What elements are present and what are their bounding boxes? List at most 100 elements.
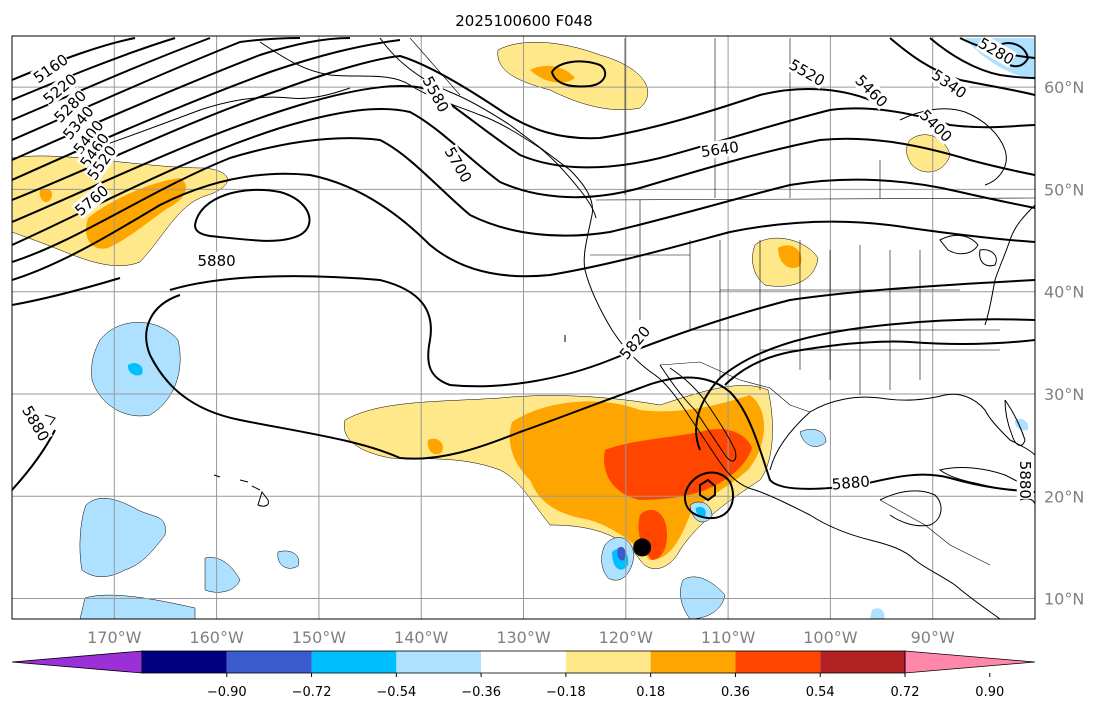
negative-area-blue [127, 363, 143, 376]
colorbar-tick-label: −0.90 [207, 685, 247, 700]
contour-low-ring-inner [699, 478, 716, 502]
contour-5820-south [695, 318, 1035, 451]
colorbar-tick-label: −0.54 [376, 685, 416, 700]
positive-area-redorange [604, 428, 752, 500]
contour-5280 [12, 37, 211, 121]
border-central-america [879, 499, 991, 566]
negative-area-lightblue [204, 557, 241, 593]
contour-5760 [12, 172, 1035, 281]
storm-center-marker [633, 538, 652, 557]
negative-area-lightblue [277, 550, 300, 569]
contour-label-background [441, 143, 476, 186]
lon-tick-label: 150°W [292, 628, 347, 647]
colorbar-swatch [226, 651, 312, 673]
positive-area-orange [39, 188, 53, 203]
positive-area-orange [427, 438, 443, 455]
contour-label-background [50, 86, 90, 126]
colorbar-tick-label: −0.18 [546, 685, 586, 700]
coastline-aleutians [89, 87, 351, 151]
contour-5520 [12, 54, 871, 201]
lon-tick-label: 120°W [599, 628, 654, 647]
colorbar-extend-high [904, 650, 1036, 674]
border-canada-provinces [624, 38, 881, 198]
colorbar-tick-label: −0.36 [461, 685, 501, 700]
colorbar-frame [141, 650, 906, 674]
contour-label: 5880 [1016, 461, 1034, 499]
lon-tick-label: 90°W [911, 628, 955, 647]
negative-area-lightblue [1014, 418, 1029, 431]
contour-label-background [59, 102, 97, 143]
border-us-mexico [659, 361, 811, 413]
contour-label-background [69, 116, 107, 158]
contour-upper-right [929, 37, 1035, 79]
contour-label-text: 5640 [700, 138, 740, 161]
colorbar-swatch [481, 651, 566, 673]
colorbar-tick-label: 0.72 [891, 685, 920, 700]
contour-5220 [12, 37, 176, 101]
colorbar-tick-label: −0.72 [292, 685, 332, 700]
contour-label-background [975, 34, 1018, 68]
border-canada-us [595, 197, 1035, 201]
coastline-island [213, 474, 221, 478]
lon-tick-label: 100°W [803, 628, 858, 647]
negative-area-lightblue [870, 608, 885, 619]
latitude-tick-labels: 10°N 20°N 30°N 40°N 50°N 60°N [1044, 78, 1084, 608]
longitude-tick-labels: 170°W 160°W 150°W 140°W 130°W 120°W 110°W 100°W… [87, 628, 955, 647]
lat-tick-label: 50°N [1044, 180, 1084, 199]
positive-area-yellow [906, 134, 951, 173]
colorbar-swatch [565, 651, 651, 673]
contour-label-background [831, 472, 871, 493]
lon-tick-label: 140°W [394, 628, 449, 647]
colorbar-swatch [396, 651, 482, 673]
contour-upper-right [889, 37, 1035, 96]
contour-label-background [83, 142, 120, 183]
contour-label-background [786, 55, 828, 90]
contour-low-ring-outer [683, 471, 735, 520]
contour-5820 [12, 275, 1035, 388]
shaded-field [12, 38, 1035, 619]
colorbar-swatch [735, 651, 821, 673]
chart-title: 2025100600 F048 [455, 12, 592, 30]
contour-label: 5640 [700, 138, 740, 161]
contour-label-text: 5880 [831, 472, 871, 493]
map-panel: 5160522052805340540054605520558056405700… [11, 34, 1036, 620]
contour-label-background [699, 137, 740, 161]
contour-label-background [1016, 460, 1034, 499]
colorbar-swatch [820, 651, 905, 673]
negative-area-lightblue [79, 497, 166, 577]
colorbar-swatch [311, 651, 397, 673]
lat-tick-label: 40°N [1044, 283, 1084, 302]
contour-5700 [12, 137, 1035, 263]
lat-tick-label: 30°N [1044, 385, 1084, 404]
contour-5640 [12, 108, 1035, 246]
coastline-northeast [984, 204, 1035, 326]
coastline-great-lakes [939, 234, 997, 267]
colorbar-swatch [142, 651, 227, 673]
coastline-baja-california [659, 364, 737, 462]
lat-tick-label: 20°N [1044, 487, 1084, 506]
negative-area-lightblue [799, 429, 827, 447]
colorbar-tick-label: 0.18 [636, 685, 665, 700]
colorbar-tick-label: 0.90 [975, 685, 1004, 700]
contour-label-background [852, 71, 892, 111]
contour-alaska-ring [550, 60, 607, 88]
colorbar: −0.90 −0.72 −0.54 −0.36 −0.18 0.18 0.36 0.54 0.7… [11, 650, 1036, 700]
lat-tick-label: 10°N [1044, 590, 1084, 609]
coastline-hawaii [239, 479, 269, 507]
positive-area-orange [778, 245, 802, 268]
colorbar-tick-label: 0.36 [721, 685, 750, 700]
negative-area-blue [695, 506, 706, 517]
negative-area-lightblue [79, 594, 196, 619]
lon-tick-label: 160°W [189, 628, 244, 647]
contour-5580 [12, 85, 1035, 223]
colorbar-extend-low [11, 650, 143, 674]
map-frame [11, 35, 1036, 620]
positive-area-orange [86, 178, 187, 249]
border-alaska-canada [409, 37, 461, 96]
contour-label-background [76, 129, 113, 171]
contour-label-background [39, 70, 80, 108]
coastline-island [44, 414, 56, 426]
contour-label-background [71, 181, 112, 220]
colorbar-tick-label: 0.54 [806, 685, 835, 700]
contour-label-background [928, 65, 970, 102]
